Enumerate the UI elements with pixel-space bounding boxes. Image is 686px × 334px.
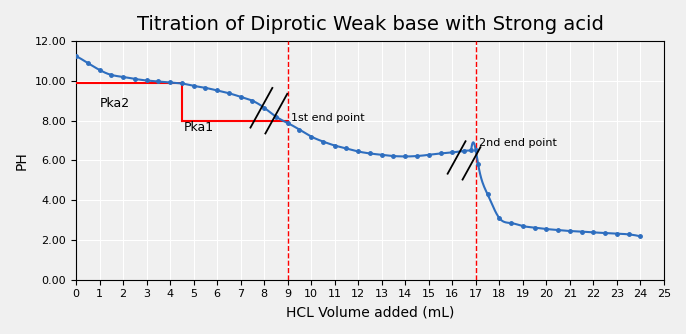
Text: 1st end point: 1st end point [291, 113, 365, 123]
X-axis label: HCL Volume added (mL): HCL Volume added (mL) [286, 305, 454, 319]
Y-axis label: PH: PH [15, 151, 29, 170]
Text: 2nd end point: 2nd end point [480, 139, 557, 149]
Title: Titration of Diprotic Weak base with Strong acid: Titration of Diprotic Weak base with Str… [137, 15, 604, 34]
Text: Pka2: Pka2 [99, 97, 130, 110]
Text: Pka1: Pka1 [185, 121, 214, 134]
